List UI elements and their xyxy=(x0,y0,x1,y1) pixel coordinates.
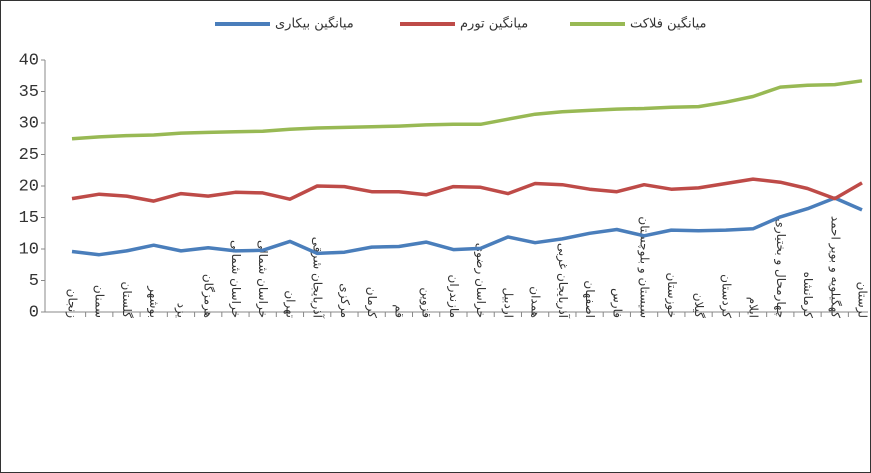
y-tick-label: 35 xyxy=(19,83,39,102)
y-tick-label: 20 xyxy=(19,177,39,196)
x-tick-label: اصفهان xyxy=(583,280,597,318)
x-tick-label: بوشهر xyxy=(146,285,161,318)
legend-label: میانگین تورم xyxy=(460,16,528,32)
series-line xyxy=(71,196,863,257)
x-tick-label: قم xyxy=(392,304,406,318)
x-tick-label: مرکزی xyxy=(337,283,352,318)
x-tick-label: اردبیل xyxy=(500,287,515,318)
x-tick-label: مازندران xyxy=(446,275,461,318)
legend-label: میانگین بیکاری xyxy=(275,16,354,32)
x-tick-label: خراسان رضوی xyxy=(473,243,488,318)
x-tick-label: کردستان xyxy=(718,274,733,318)
x-tick-label: چهارمحال و بختیاری xyxy=(773,218,788,318)
x-tick-label: آذربایجان غربی xyxy=(555,243,571,319)
y-tick-label: 5 xyxy=(29,272,39,291)
x-tick-label: زنجان xyxy=(65,289,80,319)
x-tick-label: گلستان xyxy=(120,282,134,319)
x-tick-label: تهران xyxy=(282,290,297,318)
x-tick-label: کرمانشاه xyxy=(800,272,815,319)
y-tick-label: 40 xyxy=(19,51,39,70)
x-tick-label: خراسان شمالی xyxy=(228,240,243,318)
x-tick-label: قزوین xyxy=(419,287,434,318)
legend-label: میانگین فلاکت xyxy=(630,16,707,32)
x-tick-label: سیستان و بلوچستان xyxy=(637,216,652,318)
x-tick-label: خوزستان xyxy=(664,272,679,318)
x-tick-label: هرمزگان xyxy=(201,274,216,318)
y-tick-label: 15 xyxy=(19,209,39,228)
x-tick-label: ایلام xyxy=(747,297,761,318)
x-tick-label: همدان xyxy=(529,286,543,318)
x-tick-label: فارس xyxy=(609,288,624,318)
x-tick-label: کهگیلویه و بویر احمد xyxy=(827,216,842,318)
y-tick-label: 0 xyxy=(29,303,39,322)
x-tick-label: یزد xyxy=(173,303,188,318)
y-tick-label: 30 xyxy=(19,114,39,133)
x-tick-label: لرستان xyxy=(855,282,870,318)
x-tick-label: خراسان شمالی xyxy=(255,240,270,318)
x-tick-label: گیلان xyxy=(692,293,706,319)
series-line xyxy=(71,79,863,141)
y-tick-label: 10 xyxy=(19,240,39,259)
y-tick-label: 25 xyxy=(19,146,39,165)
x-tick-label: کرمان xyxy=(364,287,379,319)
series-line xyxy=(71,177,863,203)
x-tick-label: سمنان xyxy=(93,285,107,318)
x-tick-label: آذربایجان شرقی xyxy=(310,237,326,319)
